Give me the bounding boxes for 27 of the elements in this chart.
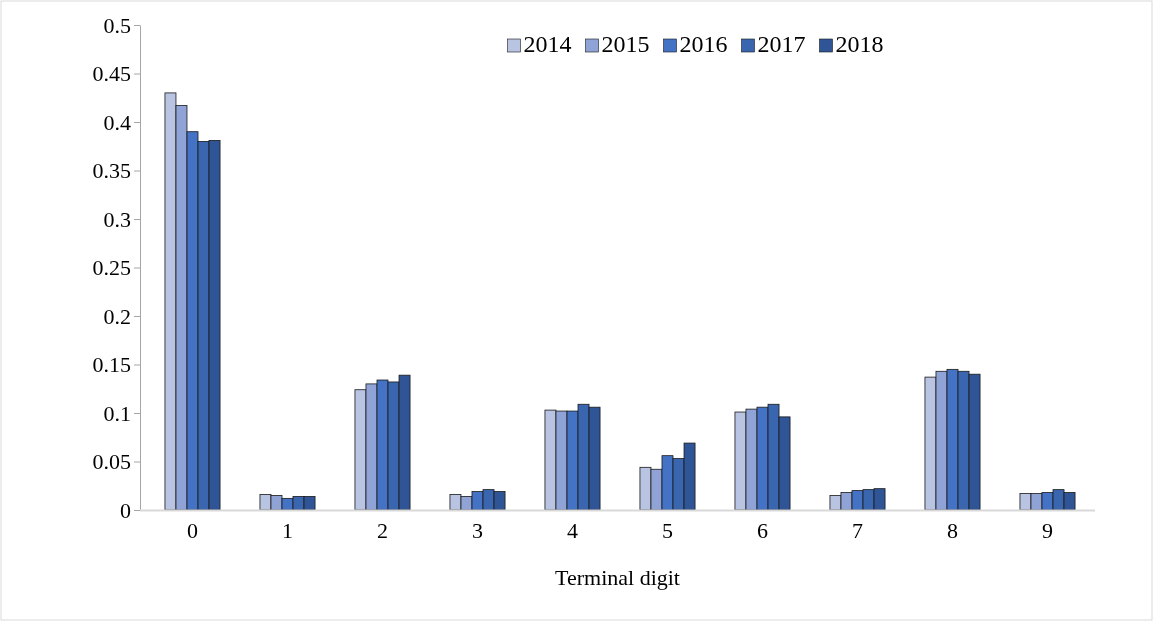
y-tick-label: 0.1 bbox=[103, 400, 131, 426]
x-tick-label: 7 bbox=[852, 517, 863, 543]
x-axis-title: Terminal digit bbox=[555, 565, 680, 590]
x-tick-label: 3 bbox=[472, 517, 483, 543]
y-tick-label: 0.3 bbox=[103, 206, 131, 232]
x-tick-label: 4 bbox=[567, 517, 578, 543]
y-tick-label: 0.2 bbox=[103, 303, 131, 329]
y-tick-label: 0.15 bbox=[92, 352, 131, 378]
legend-label: 2014 bbox=[523, 31, 572, 57]
x-tick-label: 8 bbox=[947, 517, 958, 543]
legend-label: 2018 bbox=[835, 31, 884, 57]
y-tick-label: 0.4 bbox=[103, 109, 131, 135]
x-tick-label: 1 bbox=[282, 517, 293, 543]
x-tick-label: 0 bbox=[187, 517, 198, 543]
x-tick-label: 5 bbox=[662, 517, 673, 543]
y-tick-label: 0.25 bbox=[92, 255, 131, 281]
legend-label: 2016 bbox=[679, 31, 728, 57]
x-tick-label: 9 bbox=[1042, 517, 1053, 543]
legend-label: 2017 bbox=[757, 31, 806, 57]
y-tick-label: 0.5 bbox=[103, 12, 131, 38]
x-tick-label: 6 bbox=[757, 517, 768, 543]
y-tick-label: 0 bbox=[120, 497, 131, 523]
y-tick-label: 0.45 bbox=[92, 61, 131, 87]
x-tick-label: 2 bbox=[377, 517, 388, 543]
y-tick-label: 0.35 bbox=[92, 158, 131, 184]
legend-label: 2015 bbox=[601, 31, 650, 57]
y-tick-label: 0.05 bbox=[92, 449, 131, 475]
